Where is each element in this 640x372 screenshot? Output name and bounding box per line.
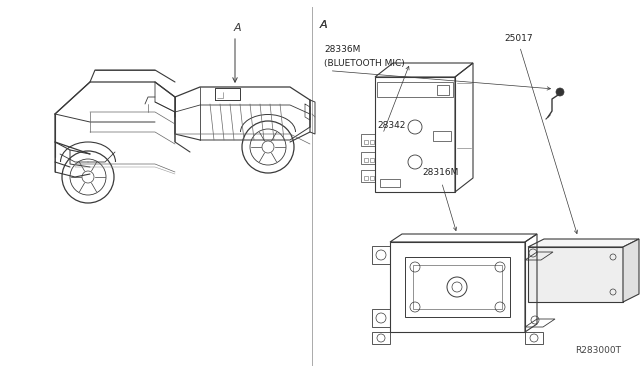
Text: R283000T: R283000T xyxy=(575,346,621,355)
Bar xyxy=(361,134,375,146)
Bar xyxy=(375,77,455,192)
Text: 28336M: 28336M xyxy=(324,45,361,54)
Polygon shape xyxy=(528,239,639,247)
Bar xyxy=(372,309,390,327)
Bar xyxy=(370,140,374,144)
Text: A: A xyxy=(233,23,241,33)
Circle shape xyxy=(556,88,564,96)
Bar xyxy=(364,158,368,162)
Bar xyxy=(364,140,368,144)
Bar xyxy=(377,82,453,97)
Bar xyxy=(361,152,375,164)
Text: A: A xyxy=(320,20,328,30)
Bar xyxy=(413,265,502,309)
Bar xyxy=(364,176,368,180)
Bar xyxy=(370,158,374,162)
Text: A: A xyxy=(320,20,328,30)
Text: 25017: 25017 xyxy=(504,34,533,43)
Bar xyxy=(380,179,400,187)
Polygon shape xyxy=(528,247,623,302)
Text: 28342: 28342 xyxy=(378,121,406,130)
Bar xyxy=(405,257,510,317)
Bar xyxy=(437,85,449,95)
Bar xyxy=(370,176,374,180)
Bar xyxy=(433,131,451,141)
Bar xyxy=(372,246,390,264)
Text: (BLUETOOTH MIC): (BLUETOOTH MIC) xyxy=(324,59,405,68)
Text: 28316M: 28316M xyxy=(422,168,459,177)
Polygon shape xyxy=(623,239,639,302)
Bar xyxy=(361,170,375,182)
